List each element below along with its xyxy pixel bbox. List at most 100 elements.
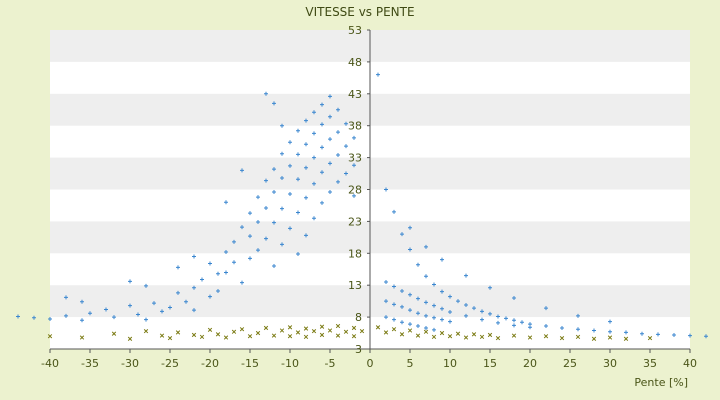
data-point [280, 123, 284, 128]
data-point [328, 137, 332, 142]
data-point [152, 301, 156, 306]
data-point [384, 299, 388, 304]
data-point [287, 334, 293, 339]
data-point [232, 260, 236, 265]
data-point [647, 336, 653, 341]
data-point [576, 313, 580, 318]
data-point [312, 216, 316, 221]
data-point [304, 142, 308, 147]
data-point [408, 225, 412, 230]
data-point [144, 317, 148, 322]
data-point [263, 325, 269, 331]
data-point [200, 277, 204, 282]
data-point [416, 311, 420, 316]
data-point [407, 328, 413, 333]
data-point [456, 299, 460, 304]
x-tick-label: -10 [281, 357, 299, 370]
data-point [480, 309, 484, 314]
data-point [575, 334, 581, 340]
x-tick-label: 30 [603, 357, 617, 370]
data-point [464, 302, 468, 307]
data-point [320, 170, 324, 175]
data-point [359, 328, 365, 334]
data-point [424, 325, 428, 330]
data-point [288, 163, 292, 168]
data-point [512, 323, 516, 328]
data-point [192, 254, 196, 259]
data-point [104, 307, 108, 312]
data-point [431, 334, 437, 340]
data-point [248, 234, 252, 239]
data-point [496, 314, 500, 319]
data-point [184, 299, 188, 304]
data-point [400, 232, 404, 237]
data-point [280, 176, 284, 181]
data-point [607, 335, 613, 340]
data-point [408, 322, 412, 327]
data-point [384, 187, 388, 192]
data-point [239, 327, 245, 332]
data-point [448, 309, 452, 314]
data-point [312, 131, 316, 136]
data-point [320, 145, 324, 150]
data-point [424, 274, 428, 279]
data-point [344, 144, 348, 149]
data-point [288, 140, 292, 145]
data-point [384, 315, 388, 320]
data-point [216, 271, 220, 276]
data-point [320, 200, 324, 205]
data-point [432, 282, 436, 287]
x-tick-label: -25 [161, 357, 179, 370]
data-point [160, 309, 164, 314]
data-point [240, 168, 244, 173]
data-point [296, 152, 300, 157]
x-tick-label: 40 [683, 357, 697, 370]
data-point [344, 121, 348, 126]
data-point [112, 315, 116, 320]
data-point [304, 195, 308, 200]
data-point [264, 236, 268, 241]
data-point [207, 327, 213, 333]
data-point [328, 161, 332, 166]
data-point [224, 200, 228, 205]
data-point [328, 94, 332, 99]
data-point [384, 280, 388, 285]
data-point [343, 329, 349, 334]
y-tick-label: 53 [348, 24, 362, 37]
data-point [311, 328, 317, 334]
data-point [624, 330, 628, 335]
data-point [391, 327, 397, 332]
data-point [328, 114, 332, 119]
data-point [240, 280, 244, 285]
data-point [256, 195, 260, 200]
data-point [400, 304, 404, 309]
data-point [255, 330, 261, 336]
data-point [312, 155, 316, 160]
data-point [304, 118, 308, 123]
data-point [191, 332, 197, 338]
data-point [608, 319, 612, 324]
data-point [223, 335, 229, 340]
data-point [232, 239, 236, 244]
data-point [352, 163, 356, 168]
data-point [88, 311, 92, 316]
data-point [543, 334, 549, 339]
data-point [608, 329, 612, 334]
data-point [264, 206, 268, 211]
data-point [488, 285, 492, 290]
x-tick-label: -35 [81, 357, 99, 370]
data-point [656, 332, 660, 337]
data-point [495, 336, 501, 341]
data-point [383, 330, 389, 335]
data-point [327, 328, 333, 333]
data-point [440, 257, 444, 262]
data-point [400, 288, 404, 293]
data-point [440, 289, 444, 294]
data-point [320, 102, 324, 107]
data-point [240, 225, 244, 230]
data-point [640, 331, 644, 336]
data-point [224, 250, 228, 255]
x-tick-label: 25 [563, 357, 577, 370]
